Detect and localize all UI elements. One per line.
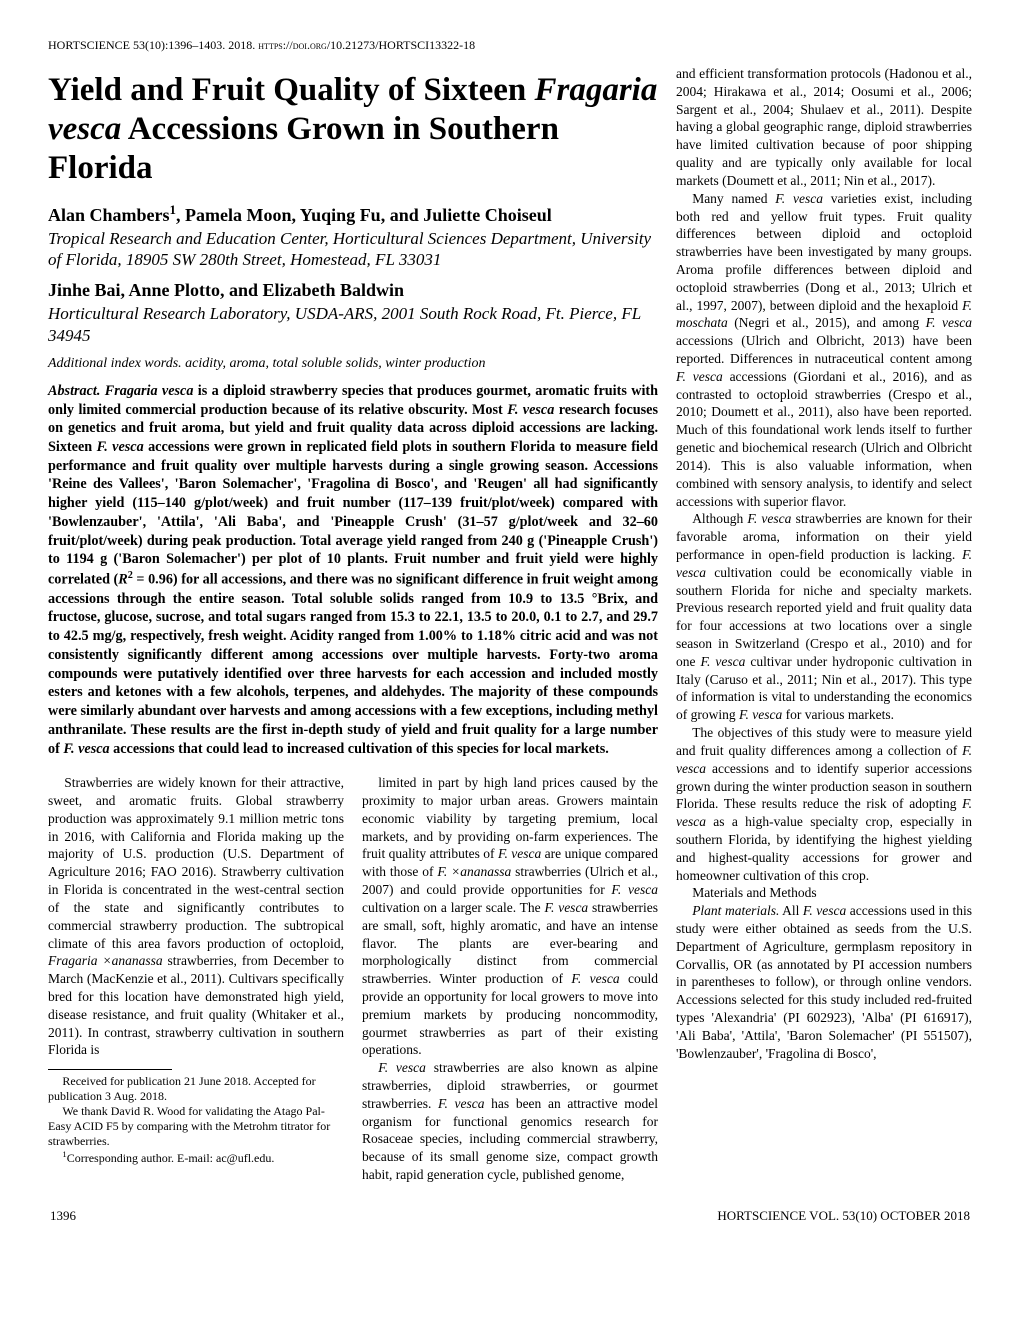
index-words: Additional index words. acidity, aroma, … xyxy=(48,356,658,372)
footnote-corresponding: 1Corresponding author. E-mail: ac@ufl.ed… xyxy=(48,1149,344,1166)
affiliation-2: Horticultural Research Laboratory, USDA-… xyxy=(48,303,658,346)
body-col-3: and efficient transformation protocols (… xyxy=(676,65,972,1184)
footnote-rule xyxy=(48,1069,172,1070)
affiliation-1: Tropical Research and Education Center, … xyxy=(48,228,658,271)
section-head-methods: Materials and Methods xyxy=(676,884,972,902)
running-header: HORTSCIENCE 53(10):1396–1403. 2018. http… xyxy=(48,38,972,53)
footnote-thanks: We thank David R. Wood for validating th… xyxy=(48,1104,344,1149)
footnotes: Received for publication 21 June 2018. A… xyxy=(48,1074,344,1166)
author-block-2: Jinhe Bai, Anne Plotto, and Elizabeth Ba… xyxy=(48,280,658,346)
page-number: 1396 xyxy=(50,1208,76,1224)
authors-2: Jinhe Bai, Anne Plotto, and Elizabeth Ba… xyxy=(48,280,658,301)
footnote-received: Received for publication 21 June 2018. A… xyxy=(48,1074,344,1104)
footer-citation: HORTSCIENCE VOL. 53(10) OCTOBER 2018 xyxy=(717,1208,970,1224)
methods-text: Plant materials. All F. vesca accessions… xyxy=(676,902,972,1062)
author-block-1: Alan Chambers1, Pamela Moon, Yuqing Fu, … xyxy=(48,202,658,271)
body-right-text: and efficient transformation protocols (… xyxy=(676,65,972,884)
abstract: Abstract. Fragaria vesca is a diploid st… xyxy=(48,382,658,758)
page-footer: 1396 HORTSCIENCE VOL. 53(10) OCTOBER 201… xyxy=(48,1208,972,1224)
body-col-2: limited in part by high land prices caus… xyxy=(362,774,658,1184)
article-title: Yield and Fruit Quality of Sixteen Fraga… xyxy=(48,71,658,188)
body-col-1: Strawberries are widely known for their … xyxy=(48,774,344,1059)
authors-1: Alan Chambers1, Pamela Moon, Yuqing Fu, … xyxy=(48,202,658,226)
